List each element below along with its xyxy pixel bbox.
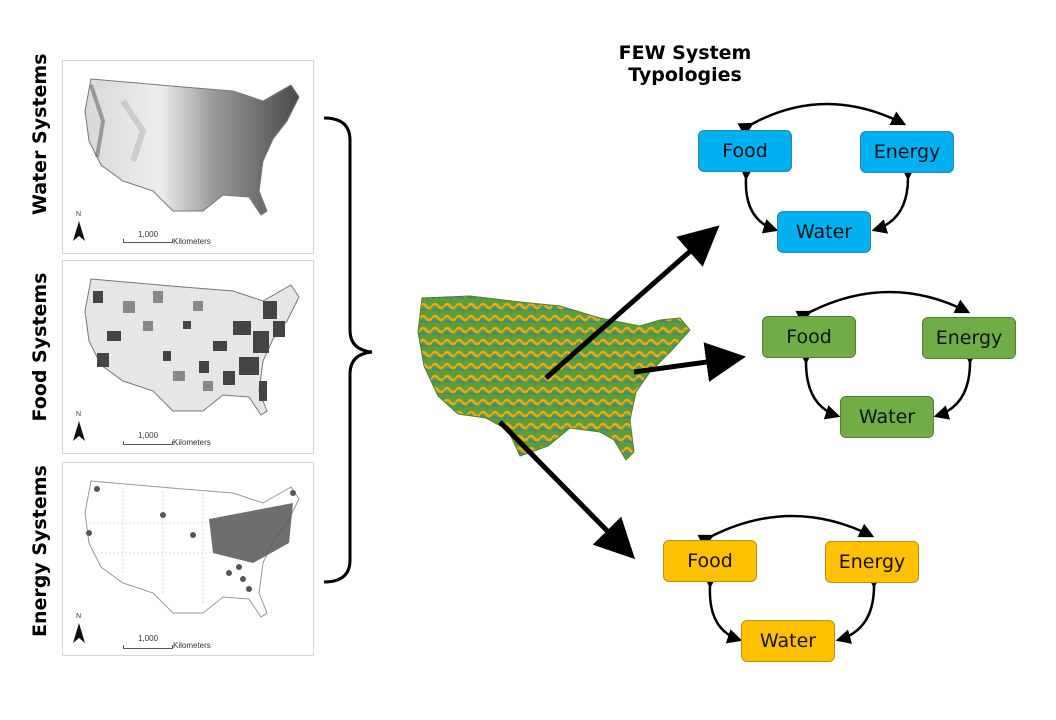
water-systems-map: N 1,000 Kilometers bbox=[62, 60, 314, 254]
orange-food-energy-link bbox=[697, 514, 875, 549]
orange-water-node: Water bbox=[741, 620, 835, 662]
us-outline-food bbox=[84, 278, 300, 416]
grouping-bracket bbox=[323, 116, 373, 584]
orange-energy-water-link bbox=[835, 573, 882, 644]
north-arrow-icon: N bbox=[71, 211, 87, 243]
scale-bar bbox=[123, 239, 173, 243]
food-systems-map: N 1,000 Kilometers bbox=[62, 260, 314, 454]
orange-food-water-link bbox=[703, 573, 743, 644]
north-arrow-icon: N bbox=[71, 613, 87, 645]
north-arrow-icon: N bbox=[71, 411, 87, 443]
blue-energy-node: Energy bbox=[860, 131, 954, 173]
arrow-to-blue bbox=[544, 225, 720, 380]
scale-value: 1,000 bbox=[138, 634, 159, 643]
scale-bar bbox=[123, 645, 173, 649]
green-energy-node: Energy bbox=[922, 317, 1016, 359]
energy-systems-map: N 1,000 Kilometers bbox=[62, 462, 314, 656]
blue-food-water-link bbox=[739, 165, 779, 234]
blue-food-energy-link bbox=[737, 102, 907, 137]
green-food-water-link bbox=[798, 349, 841, 420]
green-food-node: Food bbox=[762, 316, 856, 358]
central-few-map bbox=[417, 295, 691, 461]
orange-food-node: Food bbox=[663, 540, 757, 582]
blue-water-node: Water bbox=[777, 211, 871, 253]
scale-bar bbox=[123, 441, 173, 445]
arrow-to-green bbox=[633, 342, 746, 382]
green-food-energy-link bbox=[795, 290, 971, 325]
green-water-node: Water bbox=[840, 396, 934, 438]
scale-value: 1,000 bbox=[138, 431, 159, 440]
diagram-title: FEW System Typologies bbox=[618, 42, 752, 86]
green-energy-water-link bbox=[933, 349, 978, 420]
us-outline-water bbox=[84, 78, 300, 216]
orange-energy-node: Energy bbox=[825, 541, 919, 583]
scale-value: 1,000 bbox=[138, 230, 159, 239]
blue-food-node: Food bbox=[698, 130, 792, 172]
scale-unit: Kilometers bbox=[173, 438, 211, 447]
scale-unit: Kilometers bbox=[173, 237, 211, 246]
blue-energy-water-link bbox=[871, 165, 916, 234]
arrow-to-orange bbox=[498, 420, 636, 560]
scale-unit: Kilometers bbox=[173, 641, 211, 650]
